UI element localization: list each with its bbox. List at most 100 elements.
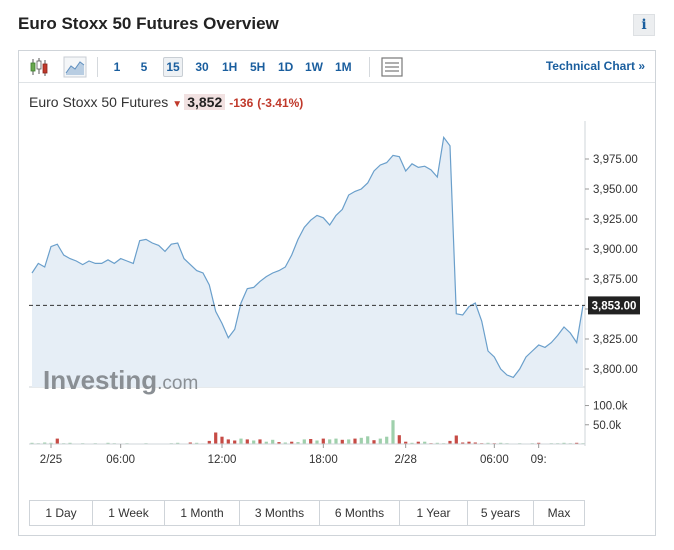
- volume-bar: [68, 442, 72, 444]
- chart-widget: 1 5 15 30 1H 5H 1D 1W 1M Technical Chart » Euro …: [18, 50, 656, 536]
- interval-button-1m[interactable]: 1M: [335, 60, 352, 74]
- price-change: -136: [229, 96, 254, 110]
- x-tick-label: 12:00: [208, 454, 237, 466]
- y-tick-label: 3,800.00: [593, 364, 638, 376]
- volume-bar: [106, 442, 110, 444]
- volume-bar: [562, 442, 566, 444]
- volume-bar: [385, 436, 389, 444]
- watermark-brand: Investing: [43, 365, 157, 395]
- interval-button-5h[interactable]: 5H: [250, 60, 266, 74]
- x-tick-label: 09:: [531, 454, 547, 466]
- range-button-3-months[interactable]: 3 Months: [239, 501, 319, 525]
- volume-bar: [435, 442, 439, 444]
- volume-bar: [486, 442, 490, 444]
- interval-button-15[interactable]: 15: [163, 57, 183, 77]
- interval-button-1d[interactable]: 1D: [278, 60, 294, 74]
- current-price-badge: [588, 296, 640, 315]
- last-price: 3,852: [184, 94, 226, 110]
- volume-bar: [410, 442, 414, 444]
- volume-bar: [328, 439, 332, 444]
- x-tick-label: 06:00: [480, 454, 509, 466]
- page-title: Euro Stoxx 50 Futures Overview: [18, 14, 279, 33]
- volume-bar: [239, 438, 243, 444]
- candlestick-icon[interactable]: [27, 56, 51, 78]
- volume-bar: [55, 438, 59, 444]
- volume-bar: [277, 442, 281, 444]
- volume-bar: [207, 440, 211, 444]
- volume-bar: [404, 441, 408, 444]
- price-change-percent: (-3.41%): [257, 96, 304, 110]
- range-button-1-year[interactable]: 1 Year: [399, 501, 467, 525]
- x-tick-label: 06:00: [106, 454, 135, 466]
- volume-bar: [575, 442, 579, 444]
- volume-bar: [245, 439, 249, 444]
- volume-bar: [397, 435, 401, 444]
- volume-bar: [176, 442, 180, 444]
- toolbar-separator: [369, 57, 370, 77]
- volume-bar: [334, 438, 338, 444]
- volume-bar: [315, 440, 319, 444]
- range-button-6-months[interactable]: 6 Months: [319, 501, 399, 525]
- volume-bar: [391, 420, 395, 444]
- volume-bar: [347, 439, 351, 444]
- price-area: [32, 137, 583, 387]
- volume-bar: [233, 440, 237, 444]
- instrument-header: Euro Stoxx 50 Futures ▼ 3,852 -136 (-3.41%): [29, 94, 303, 110]
- range-button-5-years[interactable]: 5 years: [467, 501, 533, 525]
- range-button-max[interactable]: Max: [533, 501, 584, 525]
- x-tick-label: 2/28: [394, 454, 416, 466]
- chart-type-icon[interactable]: [380, 56, 404, 78]
- info-button[interactable]: i: [633, 14, 655, 36]
- volume-bar: [378, 438, 382, 444]
- interval-button-1h[interactable]: 1H: [222, 60, 238, 74]
- y-tick-label: 3,875.00: [593, 274, 638, 286]
- x-tick-label: 18:00: [309, 454, 338, 466]
- volume-bar: [188, 442, 192, 444]
- volume-bar: [467, 441, 471, 444]
- current-price-label: 3,853.00: [592, 300, 637, 312]
- volume-bar: [448, 440, 452, 444]
- volume-bar: [226, 439, 230, 444]
- volume-bar: [353, 438, 357, 444]
- volume-bar: [290, 441, 294, 444]
- volume-bar: [296, 442, 300, 444]
- volume-bar: [423, 441, 427, 444]
- interval-button-5[interactable]: 5: [140, 60, 148, 74]
- volume-bar: [454, 435, 458, 444]
- price-line: [31, 135, 584, 379]
- interval-button-30[interactable]: 30: [195, 60, 209, 74]
- technical-chart-link[interactable]: Technical Chart »: [545, 59, 645, 73]
- range-button-1-month[interactable]: 1 Month: [164, 501, 239, 525]
- area-chart-icon[interactable]: [63, 56, 87, 78]
- down-arrow-icon: ▼: [172, 99, 183, 110]
- volume-tick-label: 100.0k: [593, 401, 628, 413]
- volume-bar: [283, 442, 287, 444]
- y-tick-label: 3,950.00: [593, 184, 638, 196]
- volume-bar: [473, 442, 477, 444]
- volume-bar: [366, 436, 370, 444]
- volume-bar: [271, 439, 275, 444]
- volume-bar: [264, 441, 268, 444]
- volume-bar: [214, 432, 218, 444]
- interval-button-1w[interactable]: 1W: [305, 60, 323, 74]
- y-tick-label: 3,925.00: [593, 214, 638, 226]
- toolbar-separator: [97, 57, 98, 77]
- volume-bar: [195, 442, 199, 444]
- volume-bar: [537, 442, 541, 444]
- chart-toolbar: 1 5 15 30 1H 5H 1D 1W 1M Technical Chart »: [19, 51, 655, 83]
- volume-bar: [49, 442, 53, 444]
- instrument-name: Euro Stoxx 50 Futures: [29, 94, 169, 110]
- range-button-1-week[interactable]: 1 Week: [92, 501, 164, 525]
- volume-tick-label: 50.0k: [593, 420, 621, 432]
- range-button-1-day[interactable]: 1 Day: [45, 506, 77, 520]
- x-tick-label: 2/25: [40, 454, 62, 466]
- interval-button-1[interactable]: 1: [113, 60, 121, 74]
- volume-bar: [43, 442, 47, 444]
- volume-bar: [340, 439, 344, 444]
- volume-bar: [252, 440, 256, 444]
- volume-bar: [309, 439, 313, 444]
- volume-bar: [258, 439, 262, 444]
- price-chart[interactable]: 3,800.00 3,825.00 3,875.00 3,900.00 3,925.00…: [19, 51, 655, 471]
- volume-bar: [220, 436, 224, 444]
- volume-bar: [30, 442, 34, 444]
